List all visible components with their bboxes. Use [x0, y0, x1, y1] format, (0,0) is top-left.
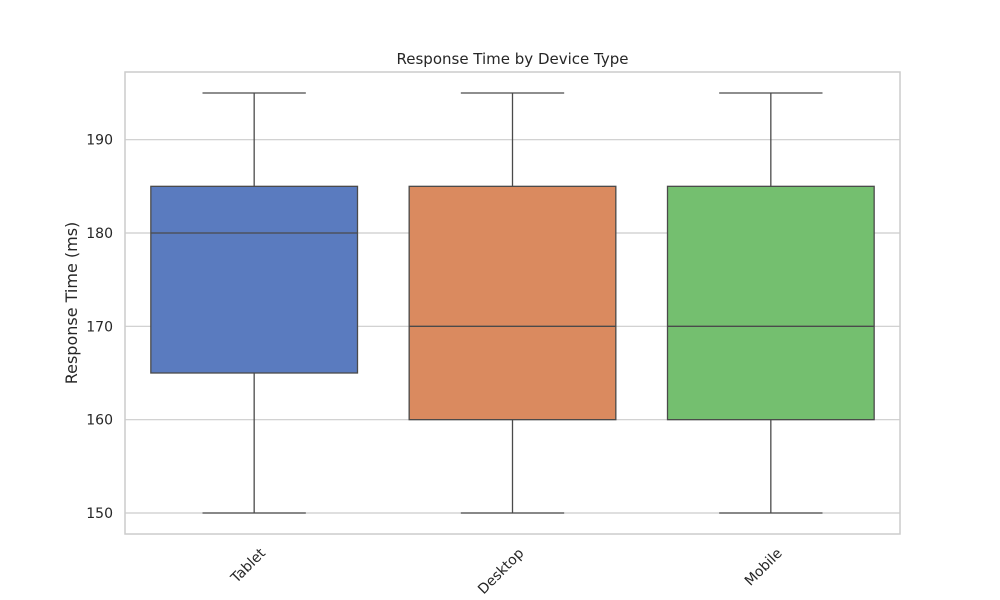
- plot-frame: [124, 71, 901, 535]
- y-tick-label: 180: [86, 226, 113, 242]
- iqr-box: [666, 185, 875, 421]
- box-desktop: [408, 92, 617, 514]
- x-tick-labels: Tablet Desktop Mobile: [227, 545, 785, 598]
- y-tick-label: 190: [86, 133, 113, 149]
- x-tick-label: Tablet: [227, 545, 269, 587]
- box-mobile: [666, 92, 875, 514]
- x-tick-label: Desktop: [475, 545, 527, 597]
- y-tick-labels: 150 160 170 180 190: [86, 133, 113, 522]
- x-tick-label: Mobile: [742, 546, 786, 590]
- boxes: [150, 92, 875, 514]
- box-tablet: [150, 92, 359, 514]
- iqr-box: [408, 185, 617, 421]
- y-tick-label: 150: [86, 506, 113, 522]
- y-axis-label: Response Time (ms): [62, 222, 81, 385]
- iqr-box: [150, 185, 359, 374]
- y-tick-label: 160: [86, 413, 113, 429]
- chart-title: Response Time by Device Type: [397, 50, 629, 68]
- y-tick-label: 170: [86, 319, 113, 335]
